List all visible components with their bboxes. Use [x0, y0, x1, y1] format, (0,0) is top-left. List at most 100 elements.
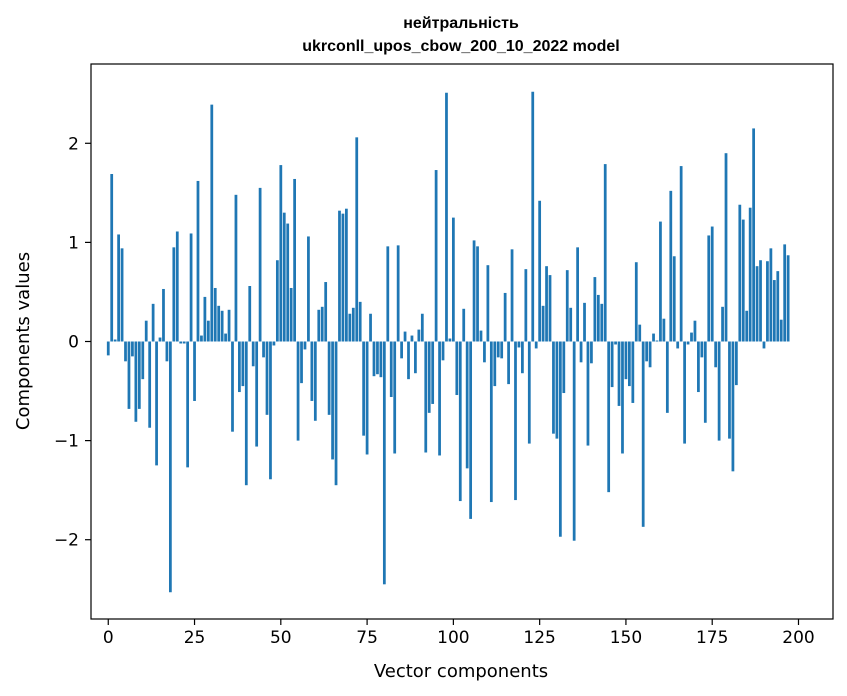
bar-54 — [293, 178, 296, 342]
bar-130 — [555, 341, 559, 439]
x-tick-label: 0 — [103, 628, 114, 648]
chart-subtitle: ukrconll_upos_cbow_200_10_2022 model — [302, 38, 619, 55]
bar-196 — [783, 244, 787, 342]
bar-158 — [652, 333, 655, 342]
x-tick-label: 125 — [523, 628, 555, 648]
bar-17 — [165, 341, 169, 362]
bar-40 — [244, 341, 248, 486]
bars-group — [106, 91, 790, 593]
y-tick-label: 1 — [68, 233, 79, 253]
bar-139 — [586, 341, 590, 446]
bar-153 — [634, 262, 638, 342]
bar-101 — [455, 341, 459, 396]
bar-94 — [431, 341, 435, 404]
bar-22 — [182, 341, 186, 344]
bar-28 — [203, 296, 207, 342]
bar-62 — [320, 306, 324, 342]
bar-149 — [621, 341, 624, 454]
bar-96 — [438, 341, 441, 456]
bar-64 — [327, 341, 331, 415]
bar-76 — [369, 313, 372, 342]
bar-188 — [755, 266, 759, 342]
bar-61 — [317, 309, 321, 342]
x-tick-label: 175 — [696, 628, 728, 648]
bar-36 — [231, 341, 234, 432]
bar-102 — [458, 341, 462, 502]
bar-165 — [676, 341, 680, 349]
bar-99 — [448, 338, 452, 342]
bar-81 — [386, 246, 390, 342]
bar-52 — [286, 223, 290, 342]
bar-58 — [307, 236, 310, 342]
bar-167 — [683, 341, 686, 444]
bar-174 — [707, 235, 711, 342]
bar-86 — [403, 331, 407, 342]
bar-91 — [420, 313, 424, 342]
bar-75 — [365, 341, 369, 455]
bar-73 — [358, 301, 362, 342]
bar-186 — [748, 207, 752, 342]
bar-45 — [262, 341, 265, 358]
bar-140 — [590, 341, 593, 364]
bar-18 — [168, 341, 172, 593]
bar-32 — [217, 305, 221, 342]
bar-106 — [472, 240, 476, 342]
bar-59 — [310, 341, 314, 401]
bar-21 — [179, 341, 183, 344]
bar-41 — [248, 286, 252, 342]
bar-80 — [382, 341, 386, 585]
bar-90 — [417, 329, 421, 342]
bar-34 — [224, 333, 227, 342]
x-tick-label: 50 — [270, 628, 292, 648]
bar-119 — [517, 341, 521, 348]
bar-63 — [324, 282, 328, 342]
bar-126 — [541, 305, 545, 342]
bar-172 — [700, 341, 704, 358]
bar-93 — [427, 341, 431, 413]
bar-100 — [451, 217, 455, 342]
bar-27 — [200, 335, 203, 342]
bar-2 — [113, 339, 117, 342]
bar-197 — [786, 255, 790, 342]
bar-78 — [376, 341, 379, 375]
chart-title: нейтральність — [403, 15, 519, 32]
bar-131 — [558, 341, 562, 537]
bar-16 — [162, 288, 165, 342]
bar-187 — [752, 128, 756, 342]
bar-193 — [772, 280, 776, 342]
bar-26 — [196, 180, 200, 342]
bar-107 — [476, 246, 479, 342]
y-tick-label: −2 — [54, 531, 79, 551]
bar-132 — [562, 341, 566, 394]
bar-60 — [313, 341, 317, 421]
bar-118 — [514, 341, 517, 501]
x-tick-label: 25 — [184, 628, 206, 648]
bar-66 — [334, 341, 338, 486]
bar-125 — [538, 200, 542, 342]
bar-23 — [186, 341, 190, 468]
bar-37 — [234, 194, 238, 342]
bar-5 — [124, 341, 127, 362]
bar-192 — [769, 248, 773, 342]
bar-120 — [521, 341, 524, 374]
bar-154 — [638, 324, 642, 342]
bar-24 — [189, 233, 193, 342]
plot-frame — [90, 63, 834, 620]
bar-13 — [151, 303, 155, 342]
bar-29 — [206, 320, 210, 342]
bar-6 — [127, 341, 131, 409]
bar-25 — [193, 341, 196, 401]
bar-103 — [462, 308, 466, 342]
bar-92 — [424, 341, 428, 453]
bar-51 — [282, 212, 286, 342]
bar-115 — [503, 292, 507, 342]
bar-194 — [776, 271, 780, 342]
bar-137 — [579, 341, 583, 363]
bar-136 — [576, 247, 579, 342]
bar-67 — [338, 210, 341, 342]
bar-134 — [569, 307, 573, 342]
bar-47 — [269, 341, 272, 480]
bar-190 — [762, 341, 766, 349]
bar-88 — [410, 335, 414, 342]
